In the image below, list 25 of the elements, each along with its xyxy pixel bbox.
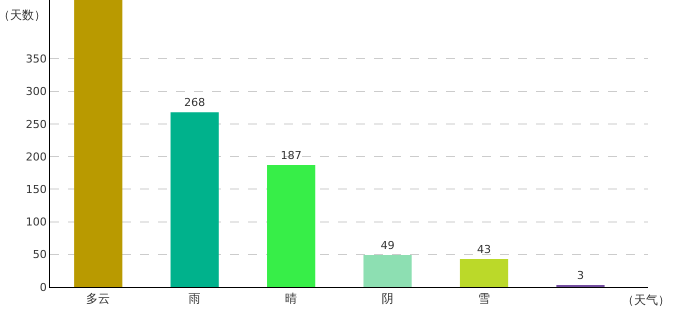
x-tick-label: 雨 (188, 291, 201, 306)
x-tick-label: 阴 (382, 291, 394, 306)
bar (74, 0, 122, 287)
data-label: 3 (576, 269, 584, 282)
y-tick-label: 300 (26, 85, 47, 98)
data-label: 187 (280, 149, 302, 162)
x-tick-label: 多云 (86, 291, 110, 306)
y-tick-label: 350 (26, 52, 47, 66)
x-tick-label: 雪 (478, 291, 490, 306)
data-label: 268 (184, 96, 206, 110)
x-axis-title: （天气） (622, 293, 670, 307)
y-tick-label: 150 (26, 183, 47, 196)
data-label: 43 (477, 242, 492, 256)
y-tick-label: 200 (26, 150, 47, 164)
y-tick-label: 50 (32, 248, 47, 262)
x-tick-label: 晴 (285, 291, 298, 306)
bar (267, 165, 316, 287)
y-tick-label: 0 (40, 280, 47, 294)
y-tick-label: 100 (26, 216, 47, 229)
bar (363, 255, 412, 287)
y-tick-label: 250 (26, 118, 47, 131)
bar (170, 112, 219, 287)
bar (460, 258, 508, 287)
y-axis-title: （天数） (0, 8, 46, 22)
data-label: 49 (380, 239, 395, 252)
